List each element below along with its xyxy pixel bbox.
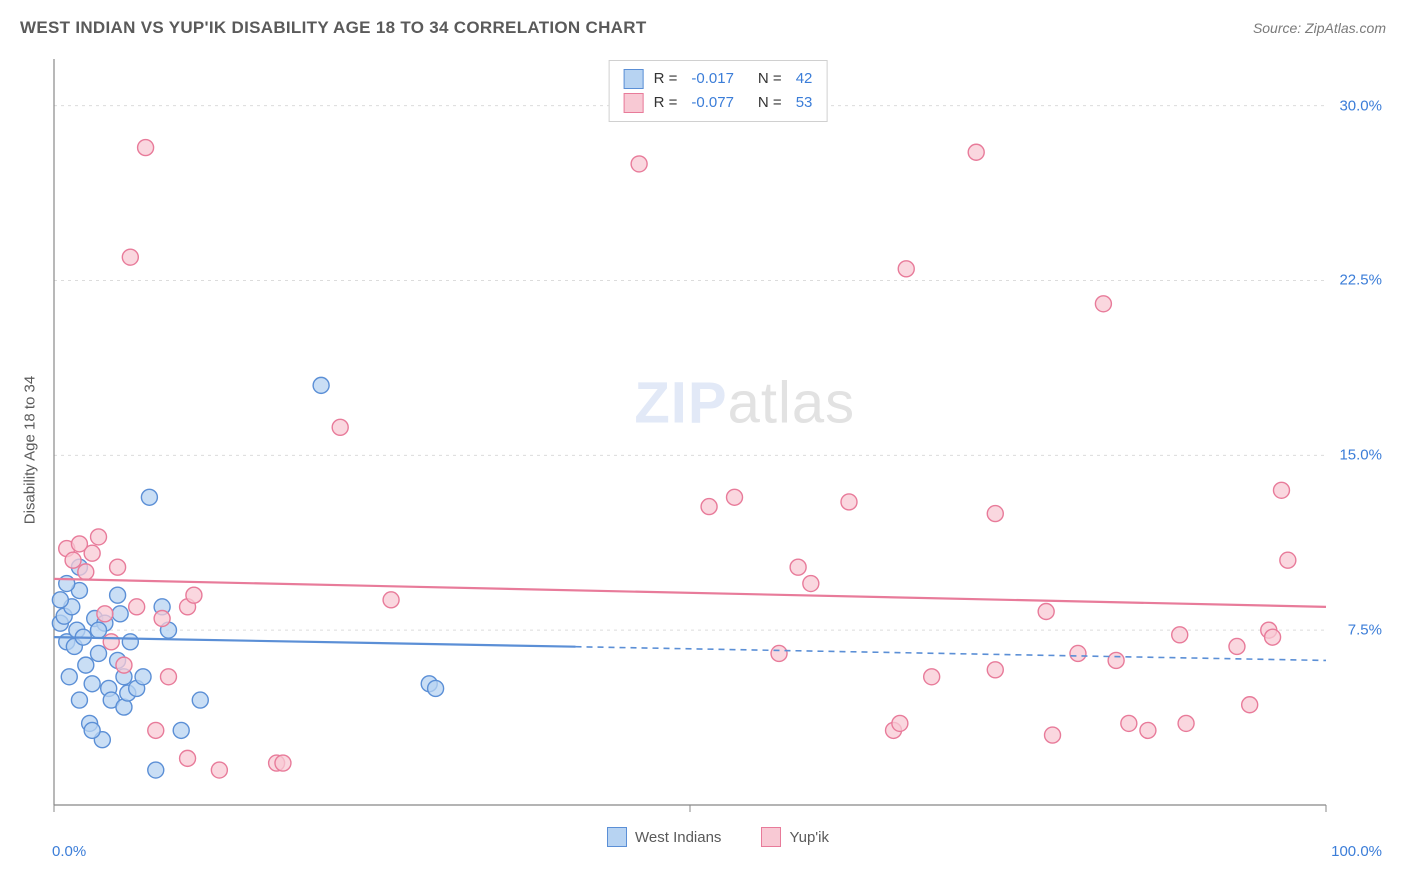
header: WEST INDIAN VS YUP'IK DISABILITY AGE 18 … [0, 0, 1406, 48]
x-tick-max: 100.0% [1331, 843, 1382, 860]
chart-area: Disability Age 18 to 34 ZIPatlas R =-0.0… [50, 55, 1386, 845]
y-axis-label: Disability Age 18 to 34 [22, 376, 39, 524]
chart-title: WEST INDIAN VS YUP'IK DISABILITY AGE 18 … [20, 18, 647, 38]
source-label: Source: ZipAtlas.com [1253, 20, 1386, 36]
legend-row: R =-0.017N =42 [624, 67, 813, 91]
y-tick-label: 30.0% [1339, 97, 1382, 114]
series-legend-item: Yup'ik [761, 827, 829, 847]
legend-swatch [607, 827, 627, 847]
y-tick-label: 7.5% [1348, 622, 1382, 639]
series-legend: West Indians Yup'ik [607, 827, 829, 847]
series-legend-item: West Indians [607, 827, 721, 847]
correlation-legend: R =-0.017N =42R =-0.077N =53 [609, 60, 828, 122]
y-tick-label: 22.5% [1339, 272, 1382, 289]
y-tick-label: 15.0% [1339, 447, 1382, 464]
x-tick-min: 0.0% [52, 843, 86, 860]
legend-swatch [624, 69, 644, 89]
legend-swatch [761, 827, 781, 847]
scatter-plot [50, 55, 1386, 845]
legend-swatch [624, 93, 644, 113]
legend-row: R =-0.077N =53 [624, 91, 813, 115]
